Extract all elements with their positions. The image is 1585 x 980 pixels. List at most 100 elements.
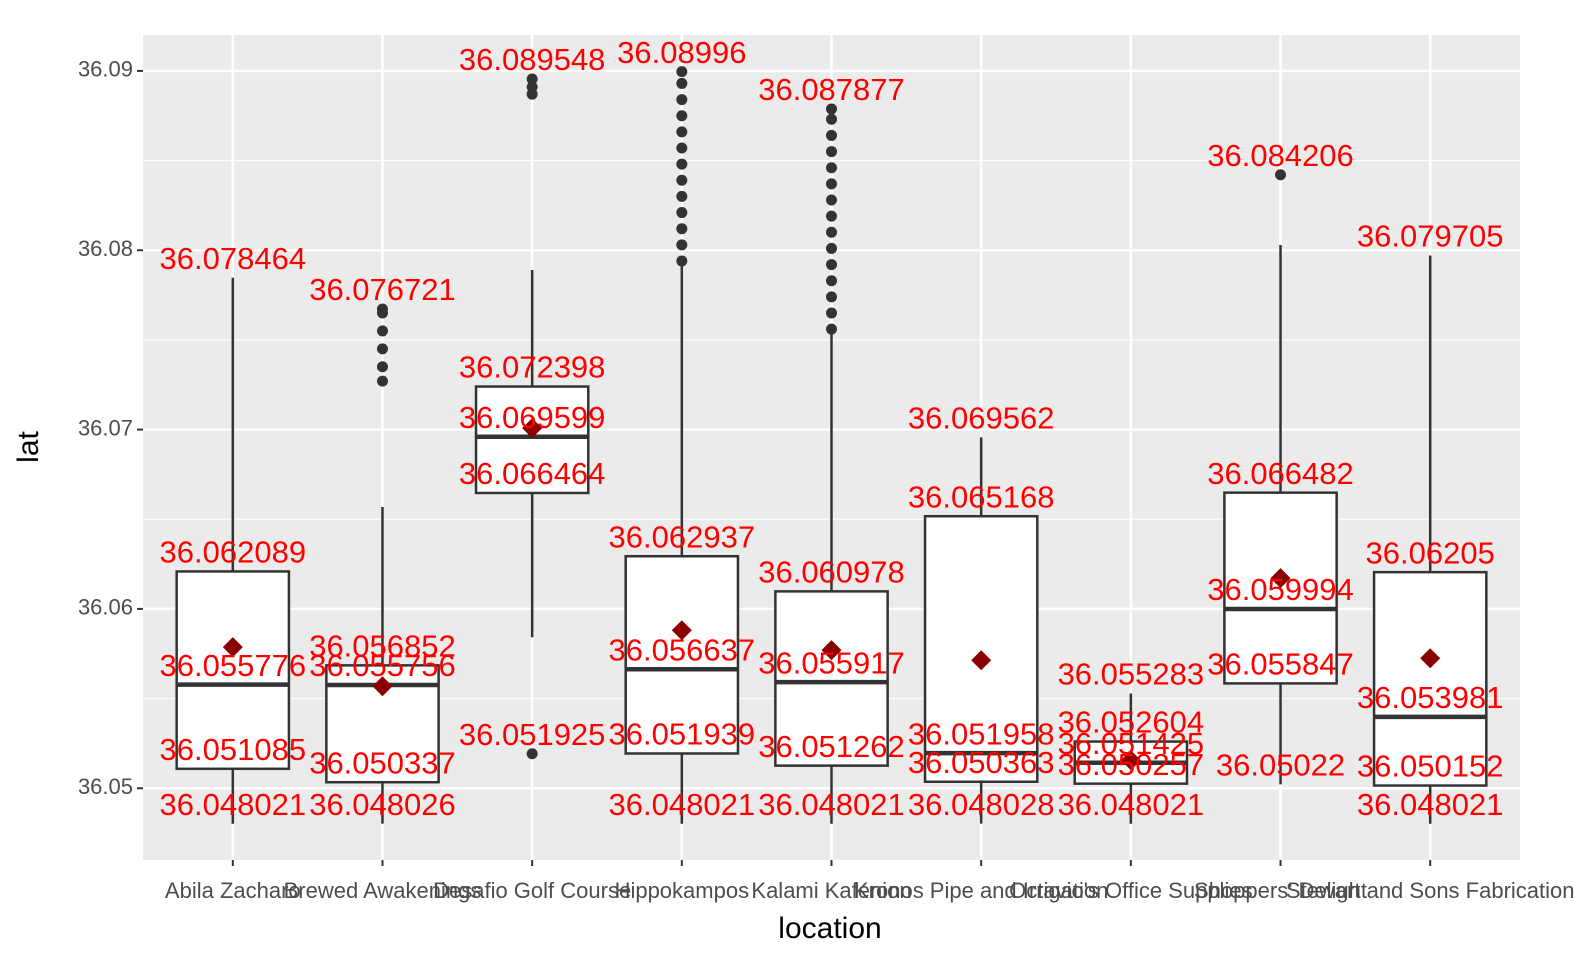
value-label: 36.052604 <box>1058 705 1205 740</box>
value-label: 36.08996 <box>617 35 746 70</box>
value-label: 36.051262 <box>758 729 905 764</box>
value-label: 36.050337 <box>309 745 456 780</box>
mean-marker <box>821 640 842 661</box>
outlier <box>676 174 688 186</box>
value-label: 36.062089 <box>160 535 307 570</box>
y-tick-label: 36.08 <box>78 236 133 261</box>
value-label: 36.050363 <box>908 745 1055 780</box>
outlier <box>676 77 688 89</box>
box <box>624 554 740 755</box>
value-label: 36.048021 <box>1357 787 1504 822</box>
outlier <box>826 129 837 141</box>
x-tick-label: Hippokampos <box>615 878 750 903</box>
mean-marker <box>1420 648 1441 669</box>
value-label: 36.048028 <box>908 787 1055 822</box>
value-label: 36.059994 <box>1207 572 1354 607</box>
value-label: 36.069562 <box>908 401 1055 436</box>
value-label: 36.055283 <box>1058 657 1205 692</box>
outlier <box>676 190 688 202</box>
value-label: 36.06205 <box>1366 535 1495 570</box>
box <box>1372 570 1488 787</box>
value-label: 36.087877 <box>758 72 905 107</box>
outlier <box>676 158 688 170</box>
outlier <box>826 291 837 303</box>
outlier <box>376 361 388 373</box>
value-label: 36.05022 <box>1216 748 1345 783</box>
outlier <box>376 343 388 355</box>
mean-marker <box>222 637 243 658</box>
value-label: 36.056637 <box>609 632 756 667</box>
value-label: 36.055917 <box>758 645 905 680</box>
outlier <box>676 110 688 122</box>
outlier <box>676 255 688 267</box>
value-label: 36.060978 <box>758 555 905 590</box>
mean-marker <box>522 418 543 439</box>
x-tick-label: Kronos Pipe and Irrigation <box>854 878 1108 903</box>
outlier <box>826 226 837 238</box>
mean-marker <box>1270 568 1291 589</box>
outlier <box>376 375 388 387</box>
value-label: 36.051085 <box>160 732 307 767</box>
y-tick-label: 36.07 <box>78 415 133 440</box>
box <box>474 385 590 495</box>
outlier <box>826 194 837 206</box>
value-label: 36.051925 <box>459 717 606 752</box>
box <box>923 514 1039 784</box>
outlier <box>826 113 837 125</box>
value-label: 36.069599 <box>459 400 606 435</box>
x-tick-label: Abila Zacharo <box>165 878 301 903</box>
mean-marker <box>372 676 393 697</box>
x-axis-title: location <box>778 912 881 945</box>
value-label: 36.051939 <box>609 717 756 752</box>
outlier <box>676 223 688 235</box>
x-tick-label: Brewed Awakenings <box>284 878 482 903</box>
value-label: 36.055756 <box>309 648 456 683</box>
box <box>175 570 291 771</box>
mean-marker <box>671 620 692 641</box>
y-tick-label: 36.09 <box>78 57 133 82</box>
value-label: 36.051425 <box>1058 726 1205 761</box>
y-tick-label: 36.06 <box>78 595 133 620</box>
value-label: 36.048021 <box>1058 787 1205 822</box>
outlier <box>526 81 538 93</box>
value-label: 36.048021 <box>609 787 756 822</box>
outlier <box>1275 169 1287 181</box>
outlier <box>376 303 388 315</box>
x-tick-label: Kalami Kafenion <box>751 878 911 903</box>
value-label: 36.066464 <box>459 456 606 491</box>
value-label: 36.055776 <box>160 648 307 683</box>
outlier <box>526 748 538 760</box>
value-label: 36.048021 <box>758 787 905 822</box>
outlier <box>826 307 837 319</box>
mean-marker <box>1120 750 1141 771</box>
value-label: 36.048021 <box>160 787 307 822</box>
outlier <box>826 178 837 190</box>
x-tick-label: Desafio Golf Course <box>433 878 631 903</box>
x-tick-label: Stewart and Sons Fabrication <box>1286 878 1575 903</box>
outlier <box>826 210 837 222</box>
value-label: 36.065168 <box>908 479 1055 514</box>
outlier <box>826 103 837 115</box>
y-tick-label: 36.05 <box>78 774 133 799</box>
value-label: 36.051958 <box>908 716 1055 751</box>
outlier <box>826 259 837 271</box>
value-label: 36.066482 <box>1207 456 1354 491</box>
x-tick-label: Shoppers' Delight <box>1194 878 1367 903</box>
outlier <box>676 239 688 251</box>
outlier <box>826 323 837 335</box>
outlier <box>526 73 538 85</box>
outlier <box>676 207 688 219</box>
outlier <box>676 66 688 78</box>
outlier <box>826 146 837 158</box>
mean-marker <box>971 650 992 671</box>
outlier <box>376 325 388 337</box>
value-label: 36.076721 <box>309 272 456 307</box>
value-label: 36.089548 <box>459 42 606 77</box>
outlier <box>826 162 837 174</box>
value-label: 36.050257 <box>1058 747 1205 782</box>
value-label: 36.055847 <box>1207 647 1354 682</box>
value-label: 36.079705 <box>1357 219 1504 254</box>
value-label: 36.048026 <box>309 787 456 822</box>
value-label: 36.056852 <box>309 629 456 664</box>
